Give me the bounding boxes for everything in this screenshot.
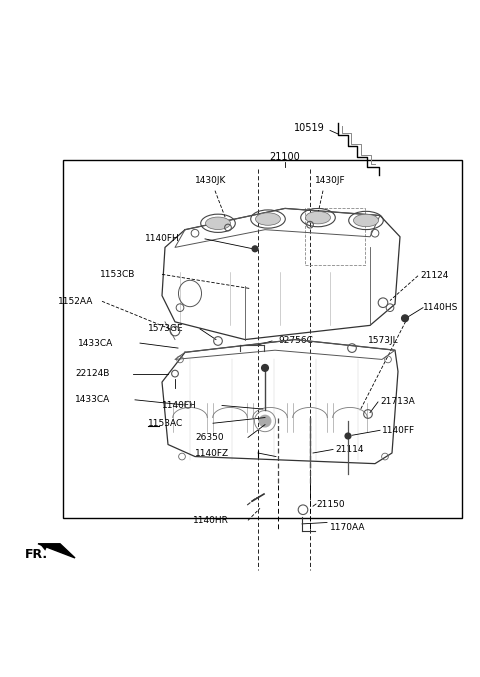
Text: 22124B: 22124B	[75, 369, 109, 378]
Polygon shape	[38, 544, 75, 558]
Text: 1140FZ: 1140FZ	[195, 448, 229, 458]
Circle shape	[259, 416, 271, 427]
Text: 1140HS: 1140HS	[423, 303, 458, 312]
Bar	[63, 160, 462, 518]
Text: 1153AC: 1153AC	[148, 419, 183, 428]
Circle shape	[345, 433, 351, 439]
Text: 1430JF: 1430JF	[315, 176, 346, 185]
Text: 1140FF: 1140FF	[382, 426, 415, 435]
Text: 1433CA: 1433CA	[78, 338, 113, 347]
Ellipse shape	[205, 217, 230, 230]
Ellipse shape	[255, 213, 280, 225]
Text: 92756C: 92756C	[278, 336, 313, 345]
Text: 21114: 21114	[335, 445, 363, 454]
Text: 21124: 21124	[420, 271, 448, 280]
Circle shape	[252, 246, 258, 252]
Text: FR.: FR.	[25, 548, 48, 561]
Ellipse shape	[305, 211, 330, 224]
Text: 21713A: 21713A	[380, 397, 415, 406]
Text: 1140FH: 1140FH	[162, 401, 197, 410]
Text: 21100: 21100	[270, 152, 300, 162]
Text: 1153CB: 1153CB	[100, 270, 135, 279]
Circle shape	[402, 315, 408, 322]
Bar	[305, 209, 365, 265]
Text: 1573JL: 1573JL	[368, 336, 398, 345]
Text: 10519: 10519	[294, 123, 325, 133]
Ellipse shape	[353, 214, 378, 227]
Circle shape	[262, 364, 268, 371]
Text: 1170AA: 1170AA	[330, 523, 365, 532]
Text: 21150: 21150	[316, 500, 345, 508]
Text: 1573GE: 1573GE	[148, 324, 184, 334]
Text: 1152AA: 1152AA	[58, 297, 94, 306]
Text: 1430JK: 1430JK	[195, 176, 227, 185]
Text: 1140FH: 1140FH	[145, 234, 180, 244]
Text: 1140HR: 1140HR	[193, 516, 229, 525]
Text: 1433CA: 1433CA	[75, 395, 110, 404]
Text: 26350: 26350	[195, 433, 224, 442]
